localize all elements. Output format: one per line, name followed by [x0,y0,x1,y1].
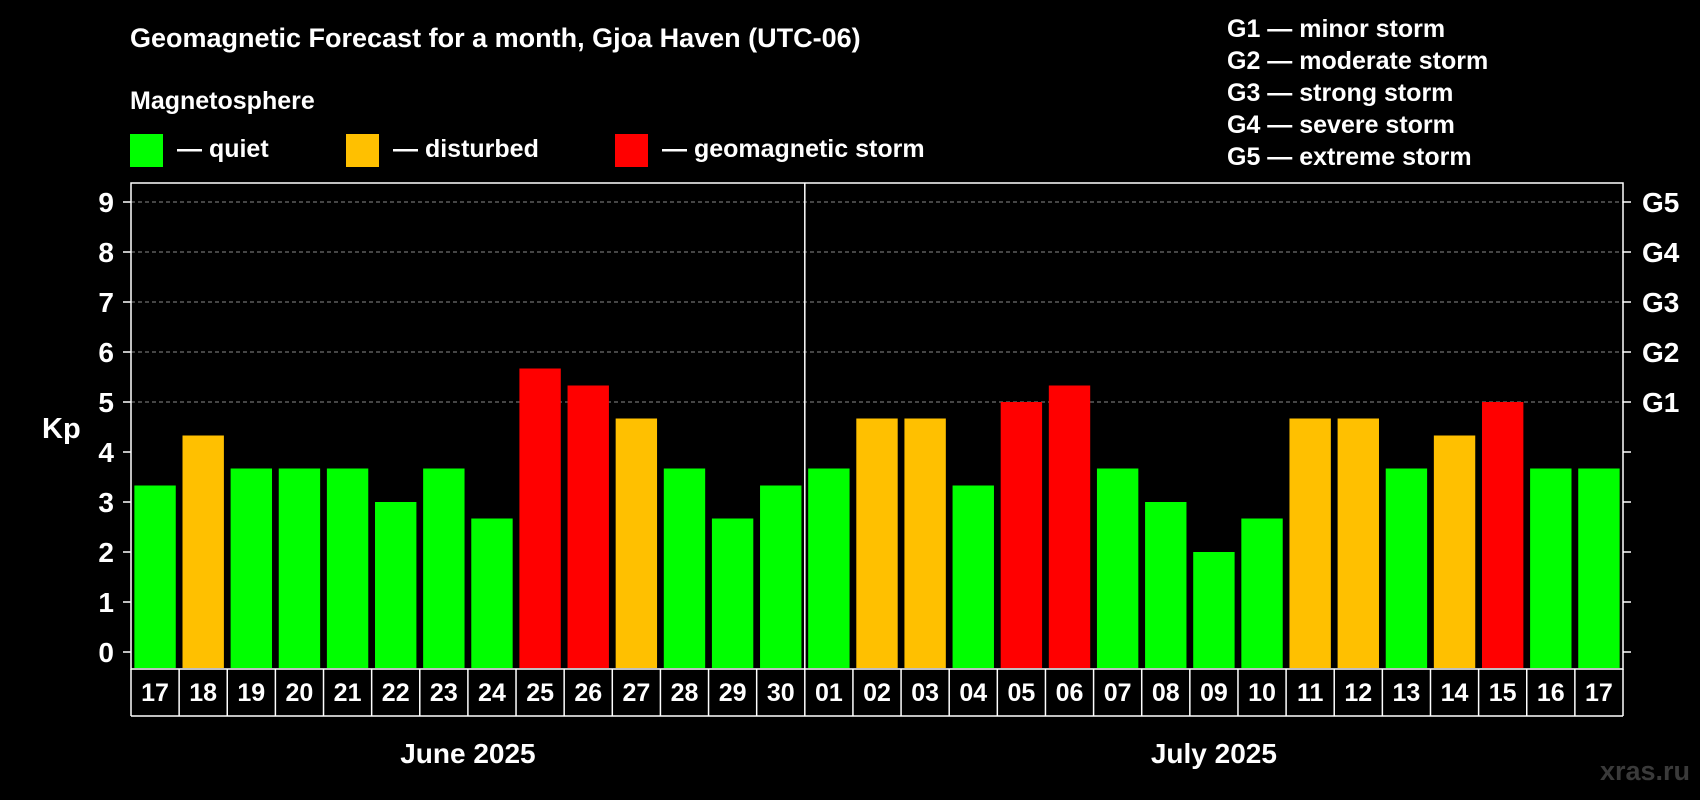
bar-day-30 [1578,468,1620,668]
bar-day-27 [1433,435,1476,668]
x-tick-label: 17 [141,679,169,707]
chart-title: Geomagnetic Forecast for a month, Gjoa H… [130,23,861,53]
legend-swatch-quiet [130,134,163,167]
bar-day-0 [134,485,176,668]
x-tick-label: 16 [1537,679,1565,707]
x-tick-label: 02 [863,679,891,707]
bar-day-8 [519,368,561,668]
bar-day-19 [1048,385,1091,668]
g-tick-label: G1 [1642,387,1679,418]
x-tick-label: 01 [815,679,843,707]
x-tick-label: 27 [622,679,650,707]
x-tick-label: 06 [1056,679,1084,707]
x-tick-label: 08 [1152,679,1180,707]
x-tick-label: 23 [430,679,458,707]
plot-border [130,182,1624,670]
g-scale-item: G1 — minor storm [1227,15,1445,43]
x-tick-label: 10 [1248,679,1276,707]
y-tick-label: 6 [98,337,114,368]
y-tick-label: 0 [98,637,114,668]
g-scale-item: G3 — strong storm [1227,79,1453,107]
y-tick-label: 3 [98,487,114,518]
legend-swatch-storm [615,134,648,167]
x-tick-label: 07 [1104,679,1132,707]
x-tick-label: 09 [1200,679,1228,707]
g-tick-label: G2 [1642,337,1679,368]
bar-day-4 [326,468,369,668]
bar-day-2 [230,468,273,668]
g-tick-label: G5 [1642,187,1679,218]
g-scale-item: G5 — extreme storm [1227,143,1472,171]
x-tick-label: 21 [334,679,362,707]
y-tick-label: 9 [98,187,114,218]
bar-day-6 [423,468,465,668]
x-tick-label: 12 [1344,679,1372,707]
y-tick-label: 7 [98,287,114,318]
bar-day-23 [1241,518,1283,668]
bar-day-5 [375,502,417,668]
bar-day-26 [1385,468,1428,668]
y-tick-label: 4 [98,437,114,468]
legend-title: Magnetosphere [130,87,315,115]
bar-day-20 [1096,468,1139,668]
bar-day-18 [1000,402,1043,668]
bar-day-9 [567,385,609,668]
x-tick-label: 25 [526,679,554,707]
x-tick-label: 19 [237,679,265,707]
bar-day-25 [1337,418,1379,668]
bar-day-24 [1289,418,1331,668]
x-tick-label: 11 [1297,679,1324,707]
month-label: June 2025 [400,738,535,769]
g-tick-label: G3 [1642,287,1679,318]
x-tick-label: 18 [189,679,217,707]
legend-label-disturbed: — disturbed [393,135,539,163]
y-axis-label: Kp [42,413,81,445]
x-tick-label: 20 [286,679,314,707]
x-tick-label: 13 [1393,679,1421,707]
bar-day-22 [1193,552,1235,668]
g-tick-label: G4 [1642,237,1680,268]
bar-day-13 [760,485,802,668]
watermark: xras.ru [1600,756,1690,786]
month-label: July 2025 [1151,738,1277,769]
x-tick-label: 22 [382,679,410,707]
x-tick-label: 15 [1489,679,1517,707]
legend-label-storm: — geomagnetic storm [662,135,925,163]
bar-day-10 [615,418,658,668]
y-tick-label: 1 [98,587,114,618]
g-scale-item: G2 — moderate storm [1227,47,1488,75]
bar-day-15 [856,418,898,668]
legend: — quiet — disturbed — geomagnetic storm [130,134,925,167]
y-tick-label: 8 [98,237,114,268]
bar-day-3 [278,468,321,668]
x-tick-label: 26 [574,679,602,707]
y-tick-label: 2 [98,537,114,568]
x-tick-label: 04 [959,679,987,707]
bar-day-12 [711,518,754,668]
bar-day-1 [182,435,224,668]
y-tick-label: 5 [98,387,114,418]
x-tick-label: 17 [1585,679,1613,707]
g-scale-item: G4 — severe storm [1227,111,1455,139]
g-scale-legend: G1 — minor storm G2 — moderate storm G3 — … [1227,15,1488,171]
x-tick-label: 05 [1007,679,1035,707]
bar-day-16 [904,418,946,668]
bar-day-21 [1145,502,1187,668]
x-tick-label: 14 [1441,679,1469,707]
bar-day-7 [471,518,513,668]
bar-day-11 [663,468,706,668]
bar-day-29 [1530,468,1572,668]
x-tick-label: 03 [911,679,939,707]
legend-label-quiet: — quiet [177,135,269,163]
bar-day-28 [1481,402,1524,668]
bar-day-17 [952,485,994,668]
x-tick-label: 28 [671,679,699,707]
bar-day-14 [808,468,850,668]
x-tick-label: 29 [719,679,747,707]
x-tick-label: 24 [478,679,506,707]
x-tick-label: 30 [767,679,795,707]
legend-swatch-disturbed [346,134,379,167]
